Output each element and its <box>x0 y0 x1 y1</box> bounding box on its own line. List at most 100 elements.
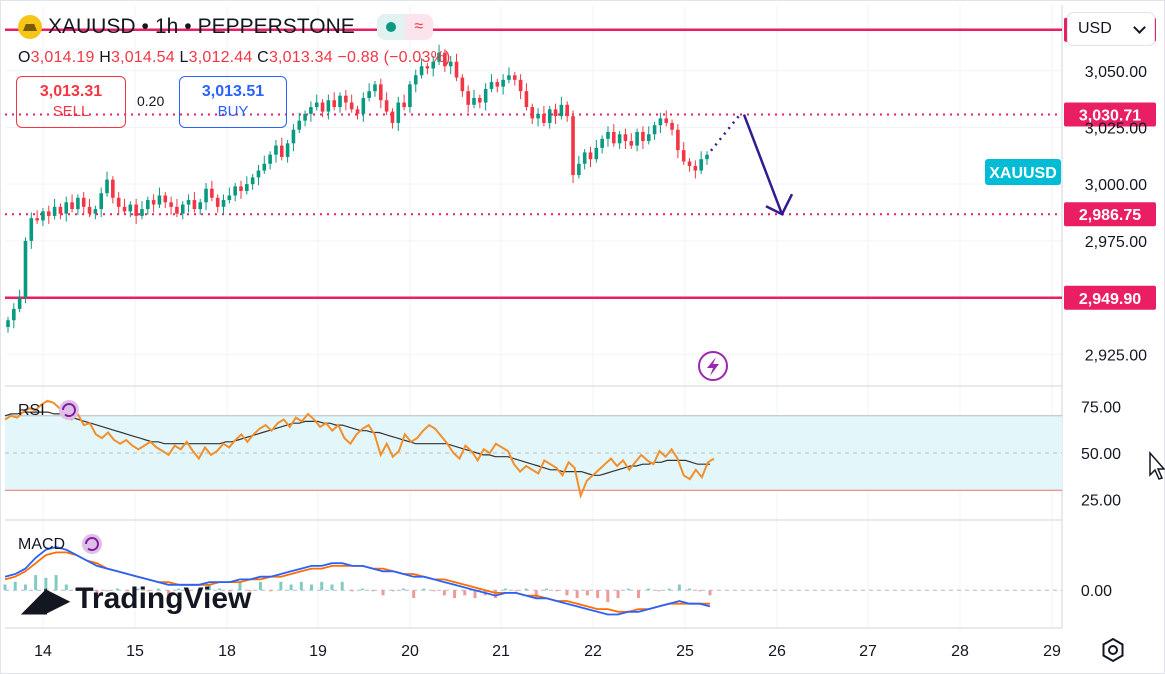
macd-histogram-bar <box>166 590 170 599</box>
candle-body <box>413 75 418 85</box>
macd-histogram-bar <box>606 590 610 603</box>
macd-histogram-bar <box>677 584 681 591</box>
candle-body <box>186 200 191 205</box>
sell-button[interactable]: 3,013.31 SELL <box>16 76 126 128</box>
candle-body <box>111 179 115 198</box>
candle-body <box>425 66 430 69</box>
candle-body <box>157 195 162 205</box>
candle-body <box>402 102 406 108</box>
rsi-line <box>4 399 715 500</box>
candle-body <box>518 79 523 92</box>
candle-body <box>577 163 581 176</box>
macd-histogram-bar <box>493 590 497 599</box>
time-tick-label: 18 <box>218 643 236 660</box>
candle-body <box>507 75 511 80</box>
candle-body <box>384 100 389 112</box>
macd-label[interactable]: MACD <box>18 536 66 553</box>
candle-body <box>448 61 453 67</box>
macd-histogram-bar <box>636 590 640 599</box>
candle-body <box>285 143 290 157</box>
projection-dotted-line <box>710 113 741 152</box>
macd-histogram-bar <box>473 590 477 599</box>
macd-histogram-bar <box>422 588 426 591</box>
buy-label: BUY <box>217 103 249 120</box>
candle-body <box>582 152 587 164</box>
candle-body <box>658 118 663 126</box>
macd-histogram-bar <box>44 577 48 591</box>
candle-body <box>81 197 86 207</box>
candle-body <box>687 161 692 167</box>
price-tick-label: 3,025.00 <box>1085 120 1147 137</box>
candle-body <box>355 109 360 114</box>
candle-body <box>76 197 80 210</box>
header-separator: • <box>141 15 149 38</box>
ohlc-readout: O3,014.19 H3,014.54 L3,012.44 C3,013.34 … <box>18 49 451 67</box>
candle-body <box>443 52 447 67</box>
currency-select[interactable]: USD <box>1067 12 1155 46</box>
wave-icon[interactable]: ≈ <box>404 14 433 40</box>
level-price-label: 3,030.71 <box>1079 108 1141 125</box>
candle-body <box>6 320 10 328</box>
candle-body <box>17 297 22 309</box>
candle-body <box>495 82 500 87</box>
candle-body <box>23 240 28 298</box>
settings-icon[interactable] <box>1100 637 1126 663</box>
macd-histogram-bar <box>156 588 160 591</box>
macd-histogram-bar <box>187 590 191 592</box>
broker-label[interactable]: PEPPERSTONE <box>197 15 355 38</box>
candle-body <box>87 206 92 214</box>
tradingview-wordmark: TradingView <box>75 582 252 615</box>
macd-histogram-bar <box>504 588 508 591</box>
macd-histogram-bar <box>299 581 303 591</box>
candle-body <box>670 122 674 130</box>
level-price-tag <box>1064 202 1156 227</box>
macd-histogram-bar <box>412 590 416 599</box>
macd-histogram-bar <box>279 581 283 591</box>
rsi-label[interactable]: RSI <box>18 402 45 419</box>
price-tick-label: 3,050.00 <box>1085 64 1147 81</box>
tradingview-logo[interactable]: ◢▶ TradingView <box>22 580 251 618</box>
currency-value: USD <box>1078 20 1112 37</box>
close-label: C <box>257 49 269 66</box>
symbol-name[interactable]: XAUUSD <box>48 15 136 38</box>
candle-body <box>373 84 377 92</box>
macd-histogram-bar <box>218 588 222 591</box>
rsi-tick-label: 75.00 <box>1081 399 1121 416</box>
macd-refresh-icon[interactable] <box>82 534 102 554</box>
candle-body <box>198 202 203 210</box>
candle-body <box>664 118 669 123</box>
market-badges: ≈ <box>376 14 433 40</box>
price-axis-labels: 3,050.00 3,025.00 3,000.00 2,975.00 2,925.00… <box>985 64 1147 600</box>
candle-body <box>279 145 284 157</box>
candle-body <box>338 95 342 108</box>
macd-histogram-bar <box>647 588 651 591</box>
market-open-icon[interactable] <box>376 14 405 40</box>
candle-body <box>41 211 45 221</box>
candle-body <box>646 134 651 142</box>
interval-label[interactable]: 1h <box>154 15 179 38</box>
macd-histogram-bar <box>177 588 181 591</box>
buy-button[interactable]: 3,013.51 BUY <box>179 76 287 128</box>
macd-histogram-bar <box>442 590 446 596</box>
candle-body <box>489 82 494 89</box>
level-price-label: 2,949.90 <box>1079 291 1141 308</box>
macd-histogram-bar <box>616 590 620 599</box>
macd-histogram-bar <box>371 590 375 592</box>
candle-body <box>542 113 546 123</box>
candle-body <box>478 97 482 103</box>
projection-drawing[interactable] <box>710 113 794 216</box>
candle-body <box>524 91 529 108</box>
candle-body <box>466 91 470 105</box>
lightning-icon[interactable] <box>698 351 728 381</box>
symbol-header[interactable]: XAUUSD • 1h • PEPPERSTONE ≈ <box>18 14 433 40</box>
macd-histogram-bar <box>555 590 559 592</box>
rsi-refresh-icon[interactable] <box>59 400 79 420</box>
macd-histogram-bar <box>514 590 518 592</box>
macd-histogram-bar <box>575 590 579 599</box>
candle-body <box>309 107 313 114</box>
macd-histogram-bar <box>258 581 262 591</box>
macd-histogram-bar <box>85 590 89 592</box>
candle-body <box>332 100 336 108</box>
macd-histogram-bar <box>228 590 232 592</box>
